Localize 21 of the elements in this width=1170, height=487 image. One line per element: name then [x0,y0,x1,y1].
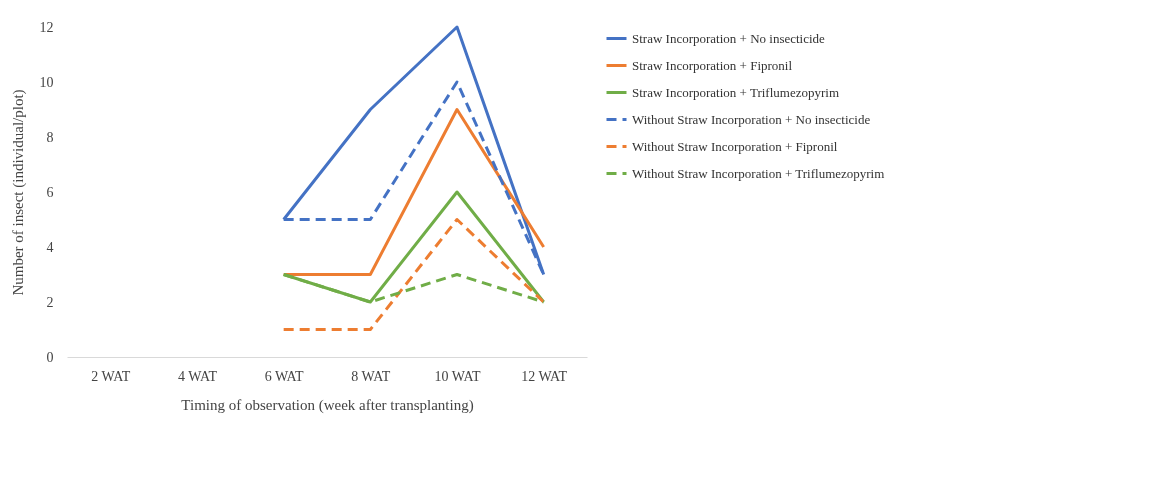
y-tick-label: 2 [46,294,54,310]
y-tick-label: 10 [39,74,54,90]
x-tick-label: 6 WAT [264,368,305,384]
y-tick-label: 0 [46,349,54,365]
y-axis-title: Number of insect (individual/plot) [9,89,27,296]
legend-label: Without Straw Incorporation + No insecticide [632,111,871,127]
legend-label: Straw Incorporation + No insecticide [632,30,826,46]
y-tick-label: 4 [46,239,54,255]
x-tick-label: 10 WAT [434,368,481,384]
legend-label: Straw Incorporation + Fipronil [632,57,793,73]
legend-label: Without Straw Incorporation + Fipronil [632,138,838,154]
y-tick-label: 12 [39,19,54,35]
legend-label: Without Straw Incorporation + Triflumezopyrim [632,165,885,181]
y-tick-label: 8 [46,129,54,145]
x-tick-label: 12 WAT [521,368,568,384]
x-tick-label: 2 WAT [91,368,131,384]
y-tick-label: 6 [46,184,54,200]
x-axis-title: Timing of observation (week after transplanting) [181,396,474,414]
legend-label: Straw Incorporation + Triflumezopyrim [632,84,839,100]
x-tick-label: 4 WAT [177,368,218,384]
x-tick-label: 8 WAT [351,368,391,384]
